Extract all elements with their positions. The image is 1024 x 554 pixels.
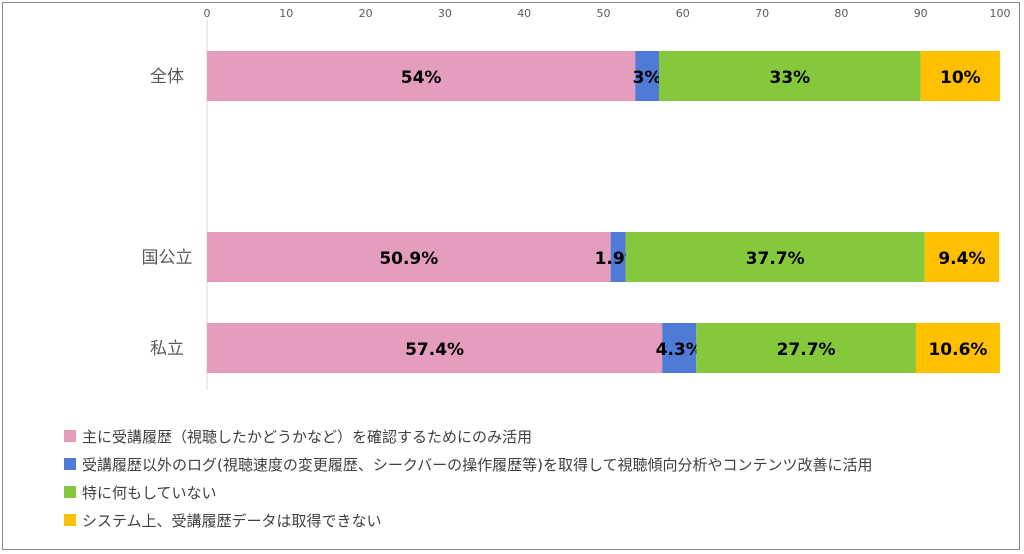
chart-legend: 主に受講履歴（視聴したかどうかなど）を確認するためにのみ活用 受講履歴以外のログ… xyxy=(64,422,873,534)
x-tick-label: 70 xyxy=(755,7,769,20)
bar-segment xyxy=(610,232,626,282)
x-tick-label: 0 xyxy=(204,7,211,20)
legend-item-nothing: 特に何もしていない xyxy=(64,478,873,506)
data-label: 33% xyxy=(770,68,811,88)
x-tick-label: 50 xyxy=(597,7,611,20)
bar-segment xyxy=(696,323,916,373)
legend-item-history-only: 主に受講履歴（視聴したかどうかなど）を確認するためにのみ活用 xyxy=(64,422,873,450)
category-label: 国公立 xyxy=(142,248,193,268)
x-tick-label: 100 xyxy=(990,7,1011,20)
legend-label: システム上、受講履歴データは取得できない xyxy=(82,511,382,530)
data-label: 57.4% xyxy=(405,340,464,360)
bar-segment xyxy=(207,323,663,373)
x-tick-label: 30 xyxy=(438,7,452,20)
x-tick-label: 40 xyxy=(517,7,531,20)
data-label: 10% xyxy=(940,68,981,88)
bar-segment xyxy=(924,232,1000,282)
bar-segment xyxy=(207,232,611,282)
data-label: 3% xyxy=(633,68,662,88)
x-tick-label: 80 xyxy=(834,7,848,20)
legend-swatch xyxy=(64,486,76,498)
bar-segment xyxy=(662,323,697,373)
x-tick-label: 10 xyxy=(279,7,293,20)
legend-label: 特に何もしていない xyxy=(82,483,217,502)
bar-segment xyxy=(920,51,1000,101)
bar-segment xyxy=(207,51,636,101)
bar-segment xyxy=(659,51,921,101)
legend-swatch xyxy=(64,514,76,526)
legend-item-unavailable: システム上、受講履歴データは取得できない xyxy=(64,506,873,534)
legend-swatch xyxy=(64,430,76,442)
data-label: 50.9% xyxy=(379,249,438,269)
data-label: 10.6% xyxy=(928,340,987,360)
data-label: 4.3% xyxy=(656,340,703,360)
legend-label: 受講履歴以外のログ(視聴速度の変更履歴、シークバーの操作履歴等)を取得して視聴傾… xyxy=(82,455,873,474)
bar-segment xyxy=(635,51,660,101)
data-label: 9.4% xyxy=(938,249,985,269)
bar-segment xyxy=(915,323,1000,373)
data-label: 37.7% xyxy=(746,249,805,269)
bar-segment xyxy=(625,232,925,282)
legend-label: 主に受講履歴（視聴したかどうかなど）を確認するためにのみ活用 xyxy=(82,427,533,446)
x-tick-label: 90 xyxy=(914,7,928,20)
category-label: 全体 xyxy=(150,67,184,87)
legend-item-log-analysis: 受講履歴以外のログ(視聴速度の変更履歴、シークバーの操作履歴等)を取得して視聴傾… xyxy=(64,450,873,478)
legend-swatch xyxy=(64,458,76,470)
x-tick-label: 20 xyxy=(359,7,373,20)
data-label: 27.7% xyxy=(777,340,836,360)
data-label: 54% xyxy=(401,68,442,88)
category-label: 私立 xyxy=(150,339,184,359)
x-tick-label: 60 xyxy=(676,7,690,20)
